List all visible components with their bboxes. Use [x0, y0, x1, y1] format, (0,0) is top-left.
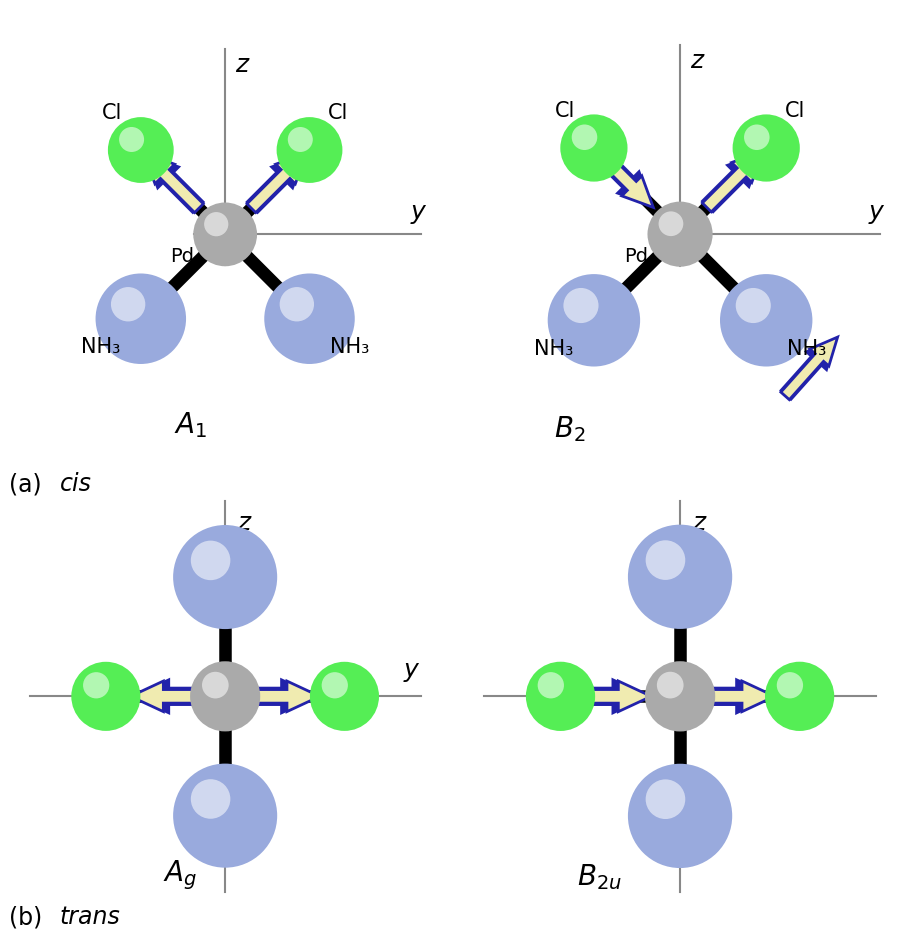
FancyArrow shape [585, 681, 652, 711]
Circle shape [204, 212, 228, 236]
Text: Pd: Pd [625, 247, 649, 265]
Text: Cl: Cl [555, 101, 575, 120]
Circle shape [645, 662, 715, 731]
Text: z: z [692, 511, 706, 534]
Circle shape [572, 124, 597, 150]
Circle shape [202, 672, 229, 698]
Circle shape [322, 672, 348, 698]
Circle shape [190, 662, 260, 731]
FancyArrow shape [591, 145, 653, 207]
FancyArrow shape [143, 153, 203, 213]
Text: Cl: Cl [785, 101, 805, 120]
Text: y: y [410, 200, 425, 224]
Circle shape [111, 287, 145, 322]
FancyArrow shape [700, 151, 764, 214]
FancyArrow shape [593, 147, 653, 207]
Circle shape [744, 124, 769, 150]
Circle shape [720, 274, 812, 366]
Circle shape [173, 763, 278, 868]
Text: $B_2$: $B_2$ [554, 414, 585, 444]
Circle shape [628, 525, 732, 629]
Circle shape [191, 541, 231, 581]
FancyArrow shape [247, 153, 307, 213]
Circle shape [646, 779, 686, 819]
Text: Cl: Cl [102, 104, 122, 123]
Text: $A_g$: $A_g$ [164, 858, 198, 892]
Circle shape [83, 672, 109, 698]
Circle shape [265, 274, 355, 364]
Text: $B_{2u}$: $B_{2u}$ [577, 862, 622, 892]
Circle shape [561, 115, 628, 182]
Text: NH₃: NH₃ [81, 337, 120, 358]
Circle shape [646, 540, 686, 580]
FancyArrow shape [781, 337, 837, 400]
FancyArrow shape [585, 678, 652, 715]
Circle shape [96, 274, 186, 364]
Circle shape [538, 672, 564, 698]
Circle shape [310, 662, 379, 731]
Text: cis: cis [60, 472, 92, 497]
FancyArrow shape [254, 681, 320, 711]
FancyArrow shape [245, 153, 307, 215]
FancyArrow shape [779, 337, 837, 401]
FancyArrow shape [130, 681, 197, 711]
Circle shape [765, 662, 834, 731]
Circle shape [648, 201, 712, 266]
Text: (b): (b) [9, 905, 50, 930]
Text: y: y [869, 199, 884, 224]
Circle shape [277, 117, 343, 183]
Circle shape [193, 202, 257, 266]
Text: trans: trans [60, 905, 120, 930]
Text: NH₃: NH₃ [330, 337, 369, 358]
FancyArrow shape [709, 678, 775, 715]
FancyArrow shape [709, 681, 775, 711]
Text: z: z [690, 49, 704, 73]
FancyArrow shape [702, 151, 764, 212]
Circle shape [732, 115, 800, 182]
Circle shape [736, 288, 771, 323]
Circle shape [548, 274, 641, 366]
Text: NH₃: NH₃ [534, 339, 573, 359]
Text: (a): (a) [9, 472, 50, 497]
Text: z: z [235, 54, 248, 77]
Circle shape [659, 212, 684, 236]
Circle shape [173, 525, 278, 630]
Text: NH₃: NH₃ [788, 339, 826, 359]
FancyArrow shape [130, 678, 197, 715]
Circle shape [119, 127, 144, 152]
Circle shape [657, 672, 684, 698]
Text: Pd: Pd [170, 247, 194, 265]
Circle shape [777, 672, 803, 698]
Circle shape [288, 127, 312, 152]
FancyArrow shape [254, 678, 320, 715]
Circle shape [72, 662, 141, 731]
Text: y: y [404, 658, 419, 682]
Circle shape [563, 288, 598, 323]
Text: $A_1$: $A_1$ [174, 410, 207, 440]
Circle shape [191, 779, 231, 819]
Circle shape [108, 117, 174, 183]
Circle shape [526, 662, 596, 731]
Circle shape [628, 764, 732, 868]
Text: z: z [237, 511, 251, 535]
Circle shape [279, 287, 314, 322]
FancyArrow shape [143, 153, 205, 215]
Text: Cl: Cl [328, 104, 348, 123]
